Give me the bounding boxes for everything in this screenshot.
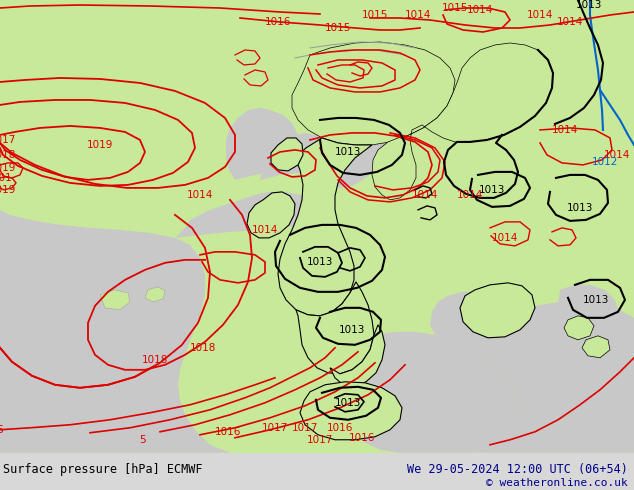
Text: 1019: 1019 <box>0 163 16 173</box>
Text: 1016: 1016 <box>327 423 353 433</box>
Text: 1016: 1016 <box>265 17 291 27</box>
Text: We 29-05-2024 12:00 UTC (06+54): We 29-05-2024 12:00 UTC (06+54) <box>407 463 628 476</box>
Polygon shape <box>247 192 295 238</box>
Text: 1018: 1018 <box>0 150 16 160</box>
Text: 1015: 1015 <box>362 10 388 20</box>
Text: 1018: 1018 <box>142 355 168 365</box>
Text: 1014: 1014 <box>527 10 553 20</box>
Text: 1013: 1013 <box>576 0 602 10</box>
Polygon shape <box>0 210 230 453</box>
Text: 6: 6 <box>0 425 3 435</box>
Text: 1017: 1017 <box>307 435 333 445</box>
Text: 1014: 1014 <box>492 233 518 243</box>
Text: 1019: 1019 <box>0 185 16 195</box>
Text: 1013: 1013 <box>479 185 505 195</box>
Text: 1014: 1014 <box>604 150 630 160</box>
Text: 1013: 1013 <box>583 295 609 305</box>
Polygon shape <box>260 133 332 180</box>
Text: 1017: 1017 <box>292 423 318 433</box>
Text: 1017: 1017 <box>262 423 288 433</box>
Text: 1013: 1013 <box>307 257 333 267</box>
Polygon shape <box>271 138 303 171</box>
Polygon shape <box>100 290 130 310</box>
Text: 101: 101 <box>0 173 13 183</box>
Text: 1012: 1012 <box>592 157 618 167</box>
Text: 1019: 1019 <box>87 140 113 150</box>
Polygon shape <box>278 138 372 316</box>
Text: 1014: 1014 <box>405 10 431 20</box>
Polygon shape <box>330 325 385 387</box>
Polygon shape <box>558 285 620 348</box>
Text: 1016: 1016 <box>215 427 241 437</box>
Text: 1016: 1016 <box>349 433 375 443</box>
Polygon shape <box>348 332 520 453</box>
Polygon shape <box>296 282 374 374</box>
Text: 1014: 1014 <box>457 190 483 200</box>
Polygon shape <box>322 76 405 188</box>
Polygon shape <box>300 382 402 440</box>
Text: 1014: 1014 <box>552 125 578 135</box>
Text: 1014: 1014 <box>467 5 493 15</box>
Polygon shape <box>430 292 634 453</box>
Polygon shape <box>460 283 535 338</box>
Text: 1018: 1018 <box>190 343 216 353</box>
Polygon shape <box>582 336 610 358</box>
Text: © weatheronline.co.uk: © weatheronline.co.uk <box>486 478 628 488</box>
Text: 1014: 1014 <box>187 190 213 200</box>
Text: 1014: 1014 <box>557 17 583 27</box>
Text: 1013: 1013 <box>335 147 361 157</box>
Polygon shape <box>372 43 553 200</box>
Polygon shape <box>292 42 455 145</box>
Text: 1013: 1013 <box>335 398 361 408</box>
Text: 1017: 1017 <box>0 135 16 145</box>
Polygon shape <box>226 108 300 180</box>
Text: 1013: 1013 <box>567 203 593 213</box>
Text: 1015: 1015 <box>325 23 351 33</box>
Text: Surface pressure [hPa] ECMWF: Surface pressure [hPa] ECMWF <box>3 463 203 476</box>
Polygon shape <box>175 192 315 238</box>
Text: 1014: 1014 <box>252 225 278 235</box>
Polygon shape <box>145 287 165 302</box>
Text: 1014: 1014 <box>412 190 438 200</box>
Text: 5: 5 <box>139 435 146 445</box>
Polygon shape <box>564 316 594 340</box>
Text: 1015: 1015 <box>442 3 468 13</box>
Text: 1013: 1013 <box>339 325 365 335</box>
